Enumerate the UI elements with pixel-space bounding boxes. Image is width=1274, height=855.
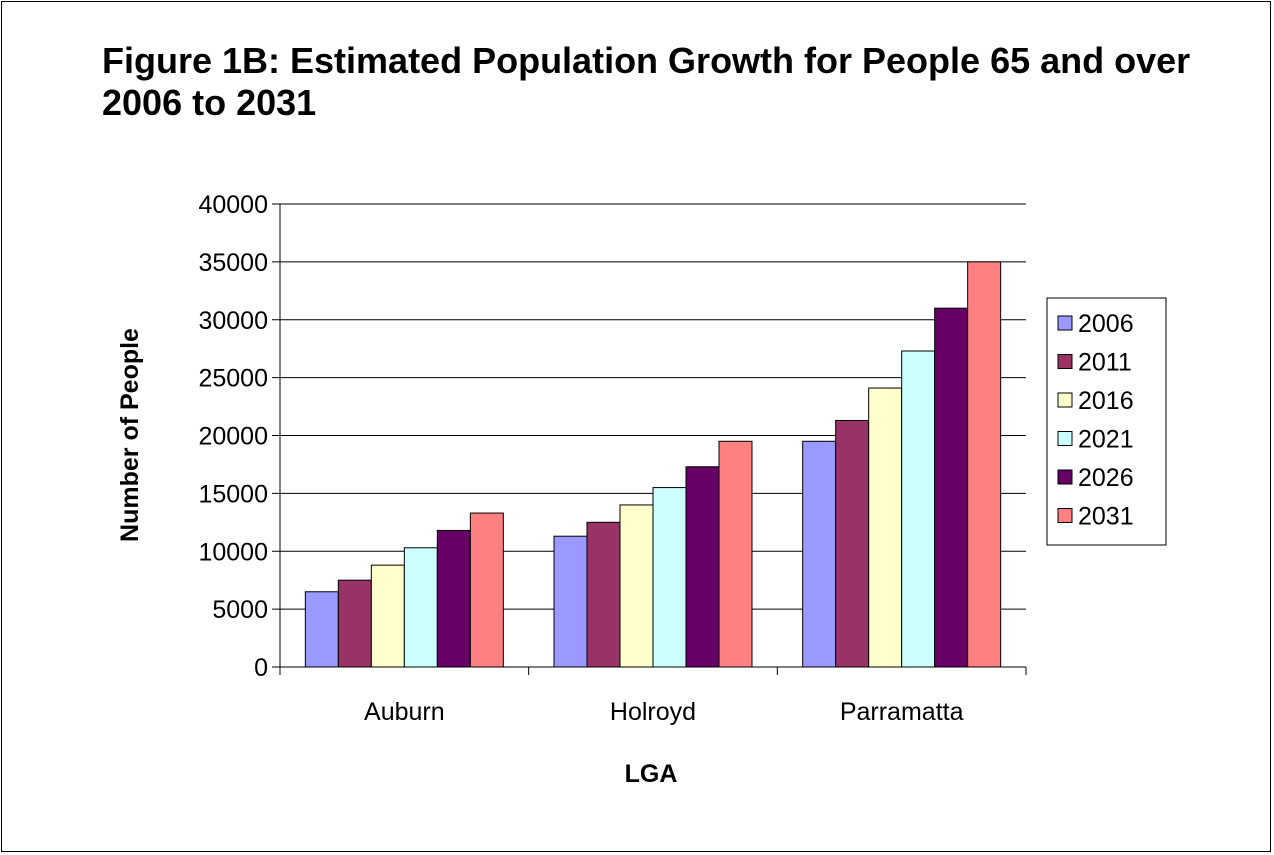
y-tick-label: 10000 [198, 538, 268, 566]
y-tick-label: 20000 [198, 423, 268, 451]
bar-parramatta-2011 [835, 419, 870, 668]
chart-title: Figure 1B: Estimated Population Growth f… [102, 40, 1191, 123]
legend-label-2011: 2011 [1078, 349, 1132, 377]
x-tick-label: Holroyd [610, 698, 696, 726]
bar-holroyd-2016 [619, 504, 654, 668]
bar-parramatta-2006 [802, 440, 837, 668]
x-tick-label: Auburn [364, 698, 445, 726]
x-tick-labels: Auburn Holroyd Parramatta [364, 698, 964, 726]
bar-parramatta-2021 [901, 350, 936, 668]
bar-parramatta-2026 [934, 307, 969, 668]
y-tick-label: 30000 [198, 307, 268, 335]
bar-holroyd-2021 [652, 487, 687, 668]
x-axis-title: LGA [625, 760, 678, 788]
legend-label-2031: 2031 [1078, 503, 1134, 531]
bar-parramatta-2031 [967, 261, 1002, 668]
bar-auburn-2011 [337, 579, 372, 668]
bar-auburn-2031 [469, 512, 504, 668]
bar-parramatta-2016 [868, 387, 903, 668]
legend-label-2006: 2006 [1078, 310, 1134, 338]
legend-box [1046, 297, 1167, 546]
bars [304, 261, 1002, 668]
bar-auburn-2006 [304, 591, 339, 668]
bar-holroyd-2006 [553, 535, 588, 668]
legend-swatch-2016 [1057, 392, 1073, 408]
bar-holroyd-2011 [586, 521, 621, 668]
y-tick-label: 25000 [198, 365, 268, 393]
bar-auburn-2016 [370, 564, 405, 668]
axes [279, 204, 1027, 675]
bar-auburn-2026 [436, 529, 471, 668]
y-tick-label: 5000 [212, 596, 268, 624]
legend: 2006 2011 2016 2021 2026 2031 [1046, 297, 1167, 546]
bar-holroyd-2031 [718, 440, 753, 668]
y-tick-label: 35000 [198, 249, 268, 277]
bar-auburn-2021 [403, 547, 438, 668]
y-tick-label: 0 [254, 654, 268, 682]
y-axis-title: Number of People [116, 328, 144, 542]
legend-label-2026: 2026 [1078, 464, 1134, 492]
legend-label-2021: 2021 [1078, 426, 1134, 454]
legend-label-2016: 2016 [1078, 387, 1134, 415]
x-tick-label: Parramatta [840, 698, 964, 726]
y-tick-label: 40000 [198, 191, 268, 219]
legend-swatch-2026 [1057, 469, 1073, 485]
bar-holroyd-2026 [685, 466, 720, 668]
legend-swatch-2006 [1057, 315, 1073, 331]
y-tick-label: 15000 [198, 480, 268, 508]
legend-swatch-2011 [1057, 354, 1073, 369]
legend-swatch-2021 [1057, 431, 1073, 446]
legend-swatch-2031 [1057, 508, 1073, 523]
y-tick-labels: 0 5000 10000 15000 20000 25000 30000 35000 40000 [198, 191, 268, 682]
